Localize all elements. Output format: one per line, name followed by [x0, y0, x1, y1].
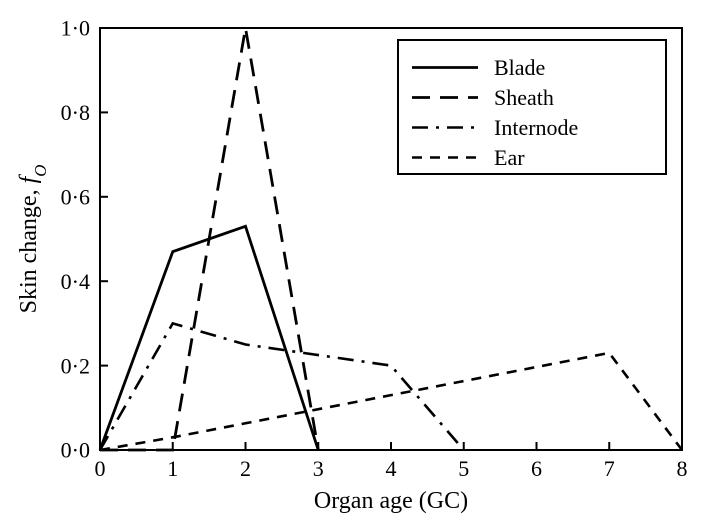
- svg-text:0·0: 0·0: [61, 438, 90, 463]
- svg-text:1: 1: [167, 456, 178, 481]
- svg-text:3: 3: [313, 456, 324, 481]
- svg-text:Ear: Ear: [494, 145, 525, 170]
- svg-text:Sheath: Sheath: [494, 85, 554, 110]
- svg-text:6: 6: [531, 456, 542, 481]
- svg-text:Blade: Blade: [494, 55, 545, 80]
- svg-text:4: 4: [386, 456, 397, 481]
- svg-text:0·8: 0·8: [61, 100, 90, 125]
- svg-text:0: 0: [95, 456, 106, 481]
- svg-text:0·2: 0·2: [61, 353, 90, 378]
- line-chart: 0 1 2 3 4 5 6 7 8 0·0 0·2 0·4 0·6 0·8 1·0 Organ age (GC…: [0, 0, 720, 526]
- chart-svg: 0 1 2 3 4 5 6 7 8 0·0 0·2 0·4 0·6 0·8 1·0 Organ age (GC…: [0, 0, 720, 526]
- svg-text:Internode: Internode: [494, 115, 578, 140]
- svg-text:5: 5: [458, 456, 469, 481]
- svg-text:0·4: 0·4: [61, 269, 90, 294]
- svg-text:8: 8: [677, 456, 688, 481]
- svg-text:7: 7: [604, 456, 615, 481]
- svg-text:1·0: 1·0: [61, 16, 90, 41]
- svg-text:2: 2: [240, 456, 251, 481]
- svg-text:Organ age (GC): Organ age (GC): [314, 488, 468, 514]
- svg-text:0·6: 0·6: [61, 185, 90, 210]
